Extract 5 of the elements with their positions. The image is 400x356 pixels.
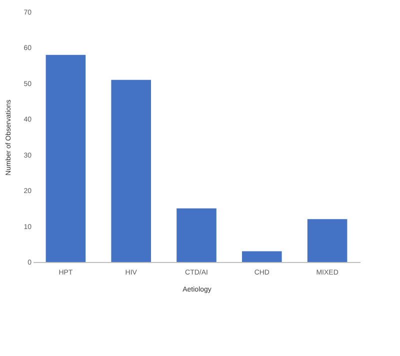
bar [46,54,86,262]
bar [111,80,151,262]
bar [242,251,282,262]
bar [176,208,216,262]
bar [307,219,348,262]
